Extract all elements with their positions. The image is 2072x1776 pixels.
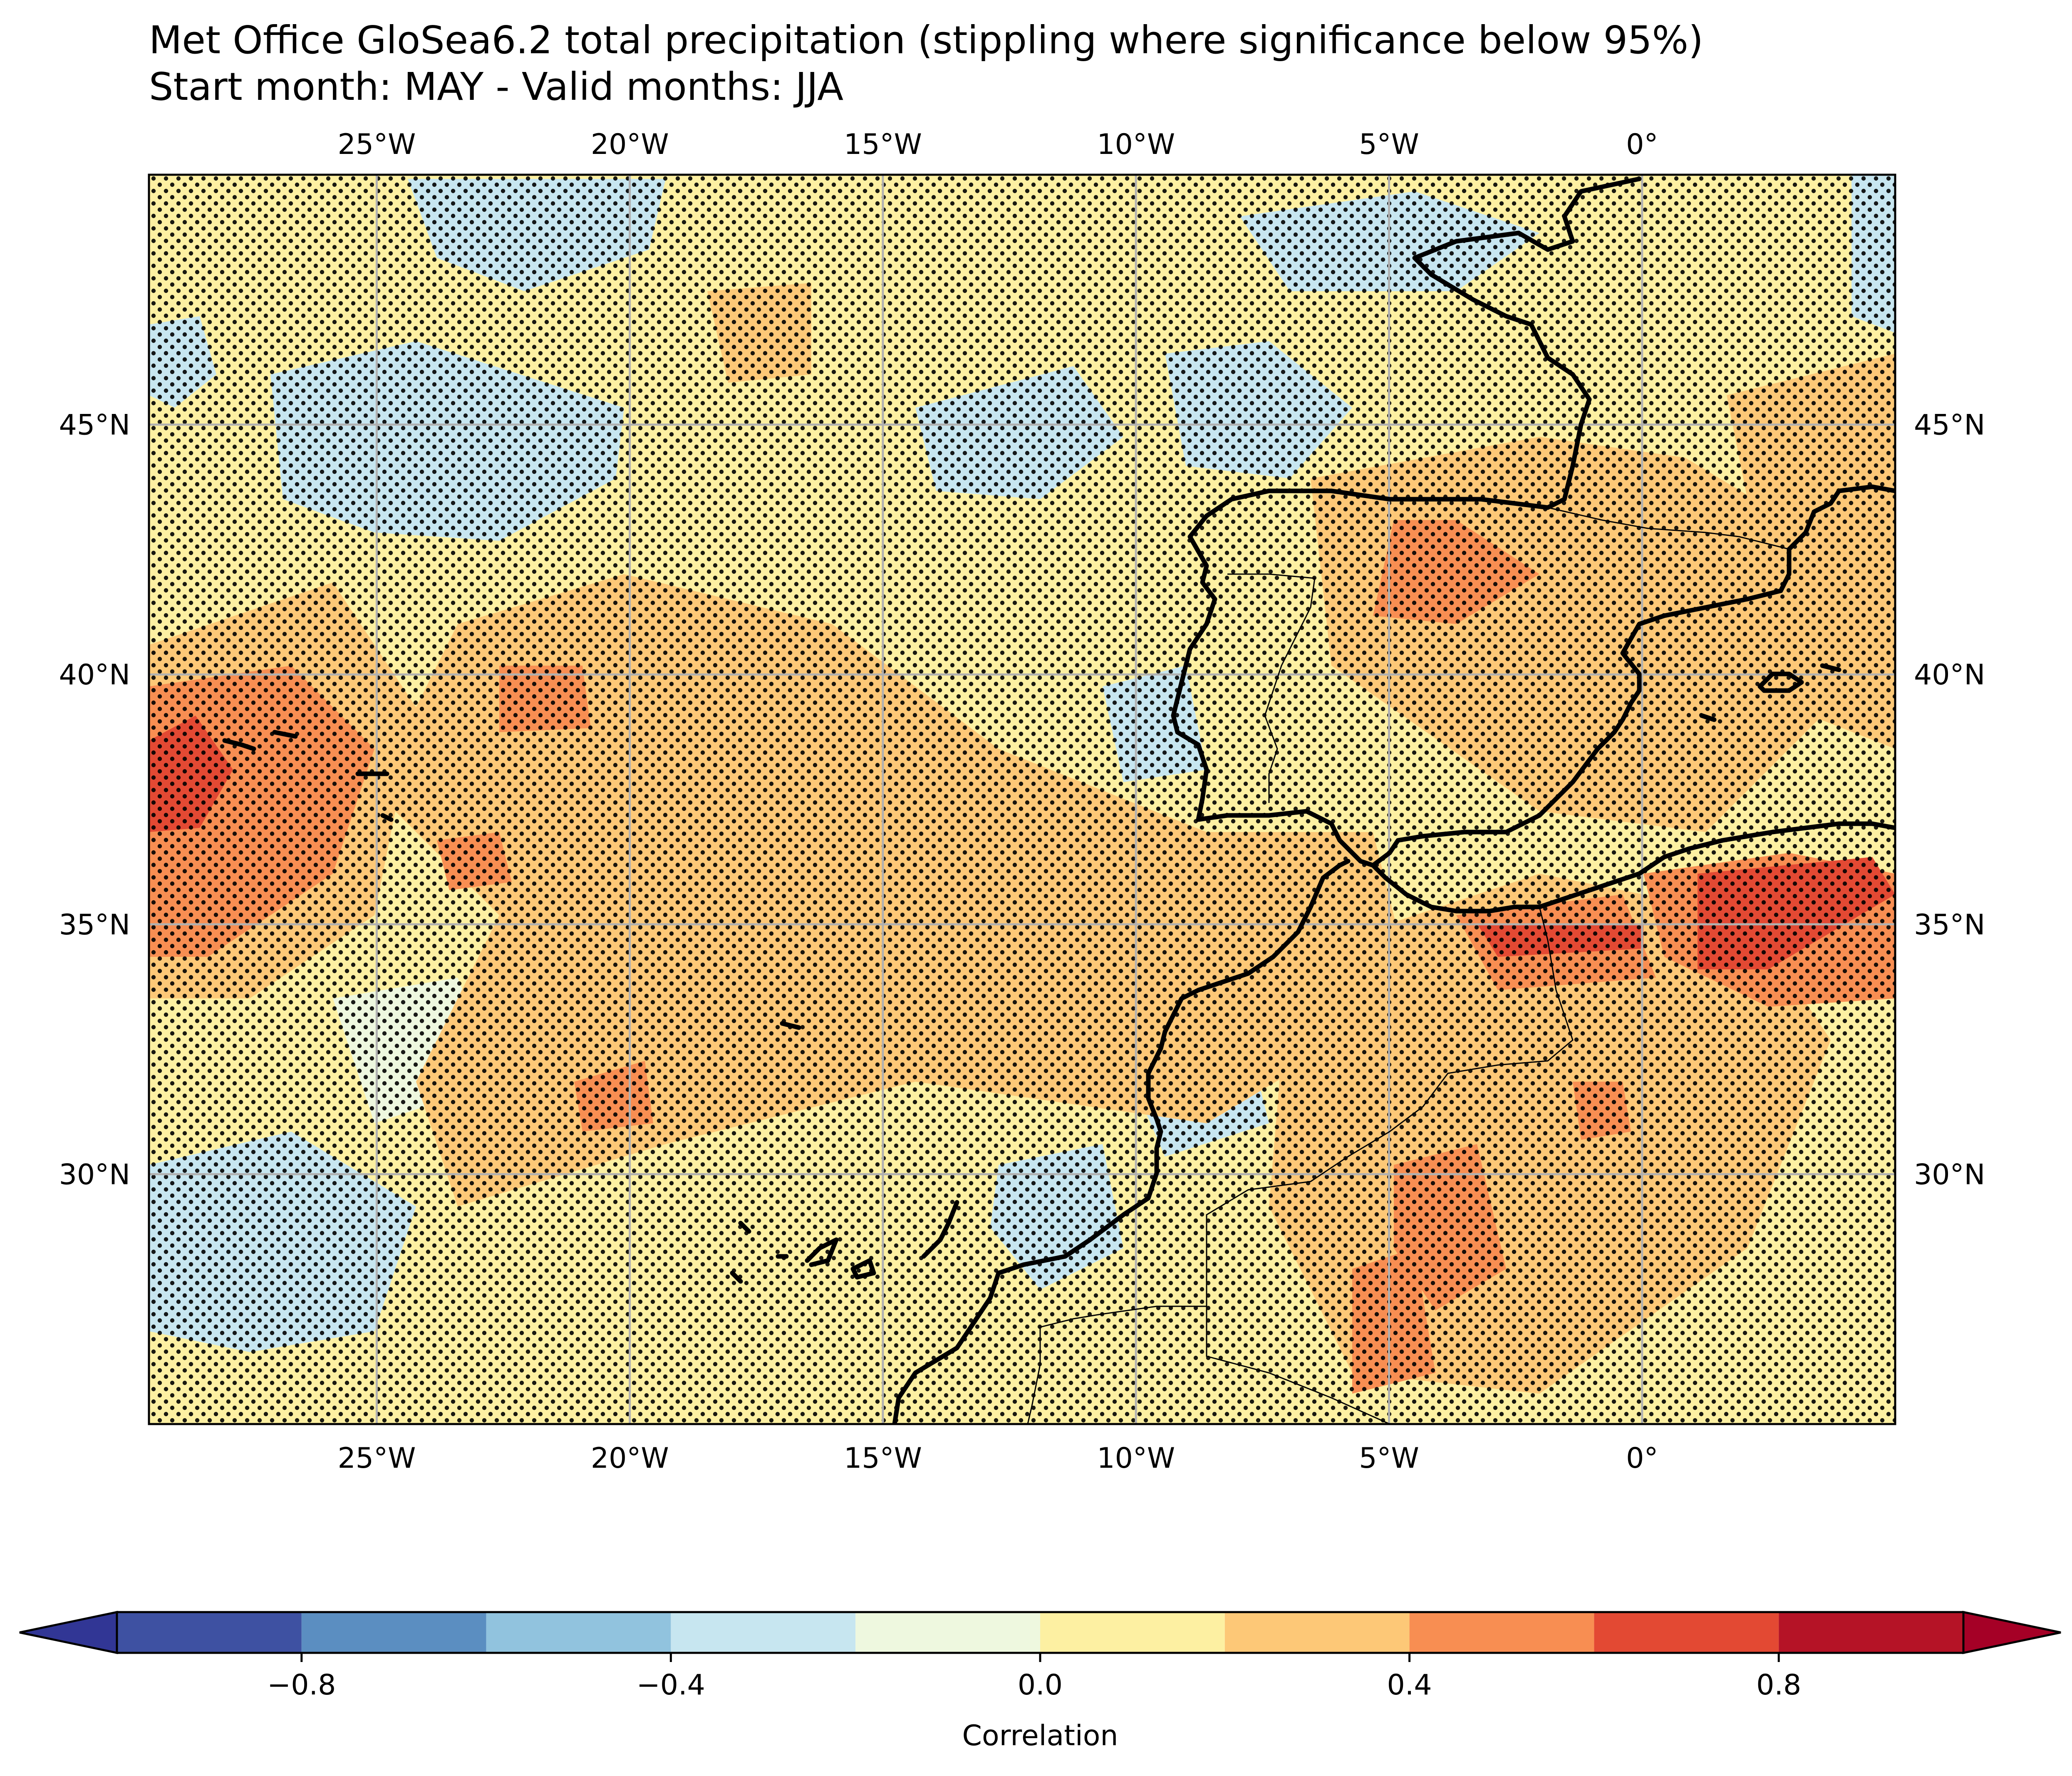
colorbar-ticks: −0.8 −0.4 0.0 0.4 0.8 <box>267 1653 1801 1702</box>
map-panel: 25°W 20°W 15°W 10°W 5°W 0° 25°W 20°W 15°W 10°W 5°… <box>59 128 1985 1475</box>
gridlines <box>149 175 1895 1424</box>
lat-tick-label: 35°N <box>1914 909 1985 941</box>
colorbar-bin <box>117 1612 302 1653</box>
colorbar-bin <box>855 1612 1040 1653</box>
colorbar-bin <box>671 1612 856 1653</box>
coastline-mediterranean-africa <box>1371 821 1895 914</box>
lon-tick-labels-bottom: 25°W 20°W 15°W 10°W 5°W 0° <box>338 1442 1658 1475</box>
lat-tick-label: 40°N <box>59 659 130 691</box>
lon-tick-label: 15°W <box>844 1442 922 1475</box>
lon-tick-labels-top: 25°W 20°W 15°W 10°W 5°W 0° <box>338 128 1658 161</box>
colorbar-bins <box>117 1612 1963 1653</box>
colorbar: −0.8 −0.4 0.0 0.4 0.8 Correlation <box>19 1610 2061 1752</box>
lat-tick-label: 40°N <box>1914 659 1985 691</box>
significance-stippling <box>149 175 1895 1424</box>
border-france-spain <box>1547 507 1789 550</box>
border-morocco-algeria <box>1206 907 1574 1315</box>
colorbar-bin <box>1040 1612 1225 1653</box>
lat-tick-label: 35°N <box>59 909 130 941</box>
lon-tick-label: 0° <box>1626 1442 1658 1475</box>
lat-tick-label: 30°N <box>1914 1158 1985 1191</box>
colorbar-label: Correlation <box>962 1719 1118 1752</box>
border-mauritania-mali <box>1206 1315 1390 1424</box>
coastline-africa <box>892 859 1351 1424</box>
coastline-madeira <box>780 1021 801 1030</box>
colorbar-bin <box>1779 1612 1963 1653</box>
coastlines <box>222 176 1895 1424</box>
title-line-1: Met Office GloSea6.2 total precipitation… <box>149 18 1703 62</box>
title-line-2: Start month: MAY - Valid months: JJA <box>149 64 843 109</box>
lon-tick-label: 25°W <box>338 1442 416 1475</box>
colorbar-bin <box>1409 1612 1594 1653</box>
border-western-sahara <box>1027 1305 1207 1424</box>
border-spain-portugal <box>1227 573 1316 803</box>
lat-tick-labels-right: 45°N 40°N 35°N 30°N <box>1914 409 1985 1191</box>
lon-tick-label: 5°W <box>1359 128 1419 161</box>
lon-tick-label: 20°W <box>591 1442 669 1475</box>
colorbar-bin <box>1594 1612 1779 1653</box>
lat-tick-label: 30°N <box>59 1158 130 1191</box>
colorbar-bin <box>1224 1612 1410 1653</box>
lon-tick-label: 10°W <box>1097 1442 1175 1475</box>
coastline-azores <box>222 730 394 822</box>
country-borders <box>1027 507 1789 1424</box>
colorbar-bin <box>301 1612 486 1653</box>
colorbar-bin <box>486 1612 671 1653</box>
lon-tick-label: 0° <box>1626 128 1658 161</box>
colorbar-tick-label: 0.8 <box>1756 1669 1801 1702</box>
lon-tick-label: 10°W <box>1097 128 1175 161</box>
colorbar-tick-label: −0.4 <box>637 1669 705 1702</box>
lon-tick-label: 20°W <box>591 128 669 161</box>
colorbar-tick-label: −0.8 <box>267 1669 336 1702</box>
colorbar-extend-over <box>1962 1610 2061 1655</box>
lat-tick-label: 45°N <box>59 409 130 442</box>
map-frame <box>148 173 1896 1425</box>
lon-tick-label: 25°W <box>338 128 416 161</box>
coastline-france-spain <box>1171 176 1895 868</box>
coastline-balearics <box>1699 663 1842 722</box>
lon-tick-label: 15°W <box>844 128 922 161</box>
colorbar-tick-label: 0.0 <box>1018 1669 1063 1702</box>
lon-tick-label: 5°W <box>1359 1442 1419 1475</box>
colorbar-tick-label: 0.4 <box>1387 1669 1432 1702</box>
coastline-canaries <box>730 1200 959 1284</box>
lat-tick-labels-left: 45°N 40°N 35°N 30°N <box>59 409 130 1191</box>
lat-tick-label: 45°N <box>1914 409 1985 442</box>
colorbar-extend-under <box>19 1610 118 1655</box>
